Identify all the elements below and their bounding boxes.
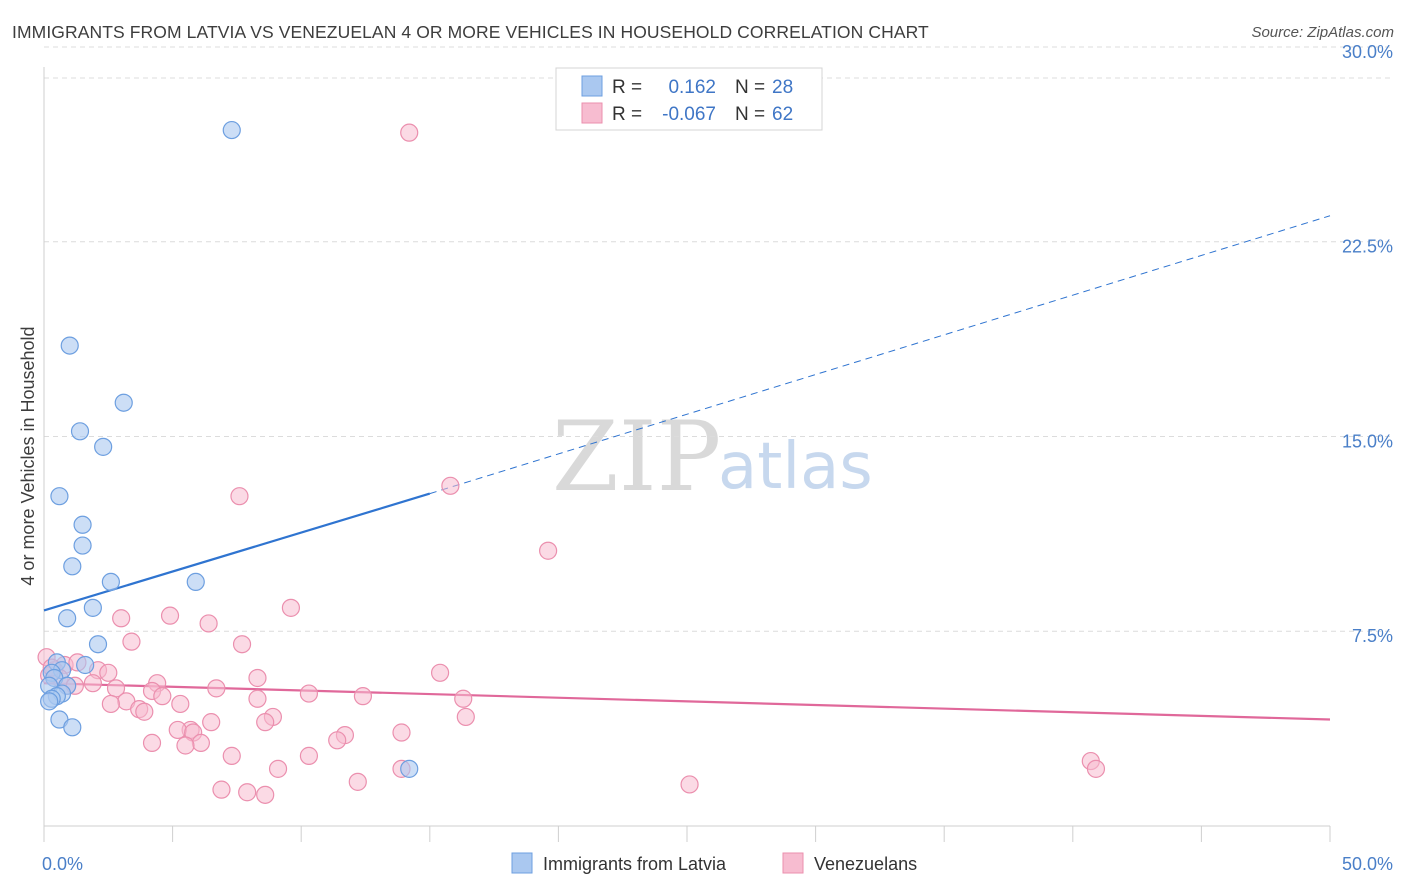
latvia-point [60,336,79,355]
venezuelans-point [299,684,319,703]
latvia-point [50,487,69,506]
latvia-point [101,572,120,592]
venezuelans-point [1086,759,1106,778]
legend-swatch-venezuelans [581,102,603,124]
stats-legend: R = 0.162 N = 28 R = -0.067 N = 62 [555,67,823,131]
x-ticks [43,826,1331,842]
latvia-point [400,759,419,778]
latvia-point [73,536,92,555]
venezuelans-point [160,606,180,625]
venezuelans-point [256,713,275,732]
venezuelans-point [232,635,252,654]
venezuelans-point [168,720,187,740]
latvia-point [63,557,82,576]
venezuelans-point [454,689,473,708]
watermark-atlas: atlas [718,430,873,504]
x-tick-label: 0.0% [42,854,83,874]
venezuelans-point [171,694,190,714]
latvia-point [70,422,90,441]
latvia-point [94,437,113,456]
latvia-point [114,393,133,412]
y-axis-label: 4 or more Vehicles in Household [18,326,38,585]
venezuelans-point [680,775,699,794]
venezuelans-point [153,687,172,706]
venezuelans-point [268,759,288,778]
venezuelans-point [202,713,221,732]
venezuelans-point [456,707,475,727]
gridlines [44,46,1392,632]
latvia-trendline-extension [429,215,1331,495]
venezuelans-point [222,746,241,765]
venezuelans-point [539,541,558,560]
venezuelans-point [142,733,162,753]
venezuelans-point [207,679,226,698]
y-tick-label: 22.5% [1342,237,1393,257]
latvia-point [186,572,205,592]
series-legend-swatch-latvia [511,852,533,874]
legend-r-value-2: -0.067 [662,104,716,125]
venezuelans-point [348,772,367,791]
latvia-point [58,609,77,628]
venezuelans-point [135,702,154,721]
venezuelans-trendline [43,682,1331,721]
y-tick-label: 30.0% [1342,42,1393,62]
venezuelans-point [441,476,460,495]
y-tick-labels: 7.5% 15.0% 22.5% 30.0% [1342,42,1393,646]
venezuelans-point [248,689,267,708]
legend-n-value-1: 28 [772,77,793,98]
venezuelans-point [299,746,319,765]
venezuelans-point [256,785,275,804]
latvia-point [88,635,108,654]
venezuelans-point [101,694,120,714]
series-legend: Immigrants from Latvia Venezuelans [511,852,917,874]
trendlines [43,215,1331,721]
venezuelans-point [83,674,102,693]
latvia-point [222,120,241,140]
venezuelans-point [328,731,347,750]
latvia-point [73,515,92,534]
legend-r-value-1: 0.162 [668,77,716,98]
legend-r-label-1: R = [612,77,642,98]
venezuelans-point [199,614,218,633]
latvia-point [63,718,82,737]
venezuelans-point [400,123,419,142]
y-tick-label: 15.0% [1342,431,1393,451]
latvia-point [40,692,59,711]
latvia-point [83,598,102,617]
y-tick-label: 7.5% [1352,626,1393,646]
watermark-zip: ZIP [552,401,721,513]
series-legend-swatch-venezuelans [782,852,804,874]
venezuelans-point [176,736,195,755]
x-tick-label: 50.0% [1342,854,1393,874]
legend-swatch-latvia [581,75,603,97]
legend-n-value-2: 62 [772,104,793,125]
legend-r-label-2: R = [612,104,642,125]
latvia-trendline [43,492,431,612]
venezuelans-point [238,783,257,802]
chart-source: Source: ZipAtlas.com [1251,24,1394,41]
venezuelans-point [122,632,141,651]
venezuelans-point [248,668,267,688]
venezuelans-point [112,609,131,628]
legend-n-label-1: N = [735,77,765,98]
venezuelans-point [392,723,411,742]
venezuelans-point [99,663,118,682]
venezuelans-point [353,687,373,706]
latvia-points [40,120,419,778]
latvia-point [76,655,95,675]
venezuelans-point [430,663,450,682]
venezuelans-point [230,487,249,506]
chart-title: IMMIGRANTS FROM LATVIA VS VENEZUELAN 4 O… [12,22,929,42]
series-legend-label-latvia: Immigrants from Latvia [543,854,727,874]
x-tick-labels: 0.0% 50.0% [42,854,1393,874]
series-legend-label-venezuelans: Venezuelans [814,854,917,874]
venezuelans-point [212,780,231,799]
venezuelans-point [281,598,301,617]
legend-n-label-2: N = [735,104,765,125]
venezuelans-point [191,733,210,753]
